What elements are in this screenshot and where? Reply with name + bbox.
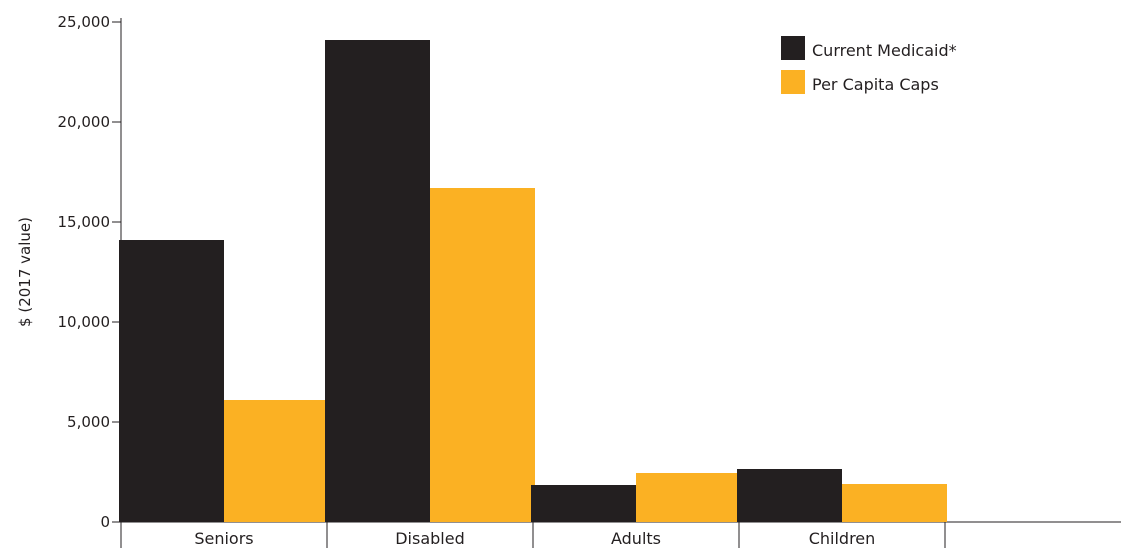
y-tick-label: 15,000	[58, 213, 111, 231]
legend-swatch-current-medicaid	[781, 36, 805, 60]
x-tick-label-seniors: Seniors	[194, 529, 253, 548]
bar-children-current-medicaid	[737, 469, 842, 522]
y-tick-label: 5,000	[67, 413, 110, 431]
legend-label-current-medicaid: Current Medicaid*	[812, 41, 957, 60]
y-tick-label: 20,000	[58, 113, 111, 131]
x-tick-label-adults: Adults	[611, 529, 661, 548]
y-tick-label: 0	[100, 513, 110, 531]
bar-children-per-capita-caps	[842, 484, 947, 522]
bar-adults-current-medicaid	[531, 485, 636, 522]
x-tick-label-disabled: Disabled	[395, 529, 465, 548]
bar-seniors-per-capita-caps	[224, 400, 329, 522]
bars	[119, 40, 947, 522]
x-axis: Seniors Disabled Adults Children	[121, 521, 1121, 548]
bar-adults-per-capita-caps	[636, 473, 741, 522]
bar-seniors-current-medicaid	[119, 240, 224, 522]
y-tick-label: 25,000	[58, 13, 111, 31]
x-tick-label-children: Children	[809, 529, 876, 548]
bar-disabled-current-medicaid	[325, 40, 430, 522]
legend-label-per-capita-caps: Per Capita Caps	[812, 75, 939, 94]
legend: Current Medicaid* Per Capita Caps	[781, 36, 957, 94]
y-tick-label: 10,000	[58, 313, 111, 331]
y-axis: 0 5,000 10,000 15,000 20,000 25,000	[58, 13, 122, 548]
y-axis-title: $ (2017 value)	[16, 217, 34, 327]
legend-swatch-per-capita-caps	[781, 70, 805, 94]
bar-disabled-per-capita-caps	[430, 188, 535, 522]
